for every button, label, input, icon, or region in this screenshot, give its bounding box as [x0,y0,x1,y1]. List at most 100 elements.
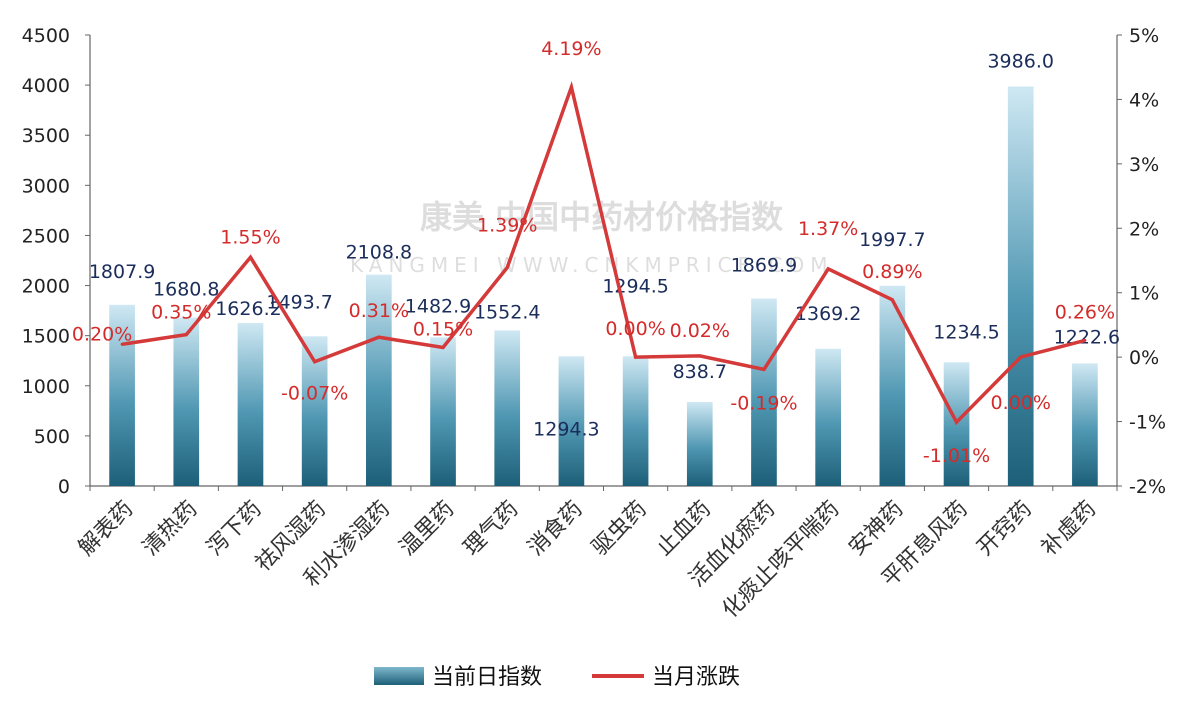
category-label: 止血药 [652,497,716,561]
y-left-tick-label: 3000 [22,175,70,197]
change-value-label: 0.35% [151,302,211,324]
change-point [184,333,188,337]
bar [430,337,456,486]
bar-value-label: 1869.9 [731,255,797,277]
change-point [1083,338,1087,342]
y-left-tick-label: 4500 [22,25,70,47]
y-right-tick-label: -2% [1129,476,1166,498]
pct-labels: 0.20% 0.35% 1.55% -0.07% 0.31%0.15% 1.39% 4.19… [72,38,1115,467]
bar-value-label: 1997.7 [859,229,925,251]
bar [686,401,713,486]
y-left-tick-label: 2000 [22,276,70,298]
change-value-label: 0.31% [349,300,409,322]
category-label: 解表药 [74,497,138,561]
y-left-tick-label: 1500 [22,326,70,348]
change-line [121,81,1086,426]
change-point [890,298,894,302]
bar-value-label: 1807.9 [89,261,155,283]
change-point [248,255,252,259]
change-point [698,354,702,358]
change-value-label: 0.00% [605,318,665,340]
y-left-tick-label: 1000 [22,376,70,398]
axes: 0 500 1000 1500 2000 2500 3000 3500 4000 4500 -2% -… [22,25,1166,498]
y-right-tick-label: 1% [1129,283,1159,305]
category-label: 消食药 [523,497,587,561]
bar [622,356,649,486]
y-left-tick-label: 500 [34,426,70,448]
y-left-tick-label: 4000 [22,75,70,97]
bar [558,356,585,486]
change-value-label: 0.89% [862,261,922,283]
change-value-label: 0.20% [72,323,132,345]
category-label: 温里药 [395,497,459,561]
change-value-label: 4.19% [541,38,601,60]
y-right-tick-label: 0% [1129,347,1159,369]
bar [1072,363,1098,486]
change-point [762,367,766,371]
bar-value-label: 1552.4 [474,301,540,323]
bar [815,348,841,486]
change-point [634,355,638,359]
change-value-label: 1.37% [798,218,858,240]
bar-value-label: 1626.2 [215,298,281,320]
change-point [826,267,830,271]
change-point [441,345,445,349]
category-label: 清热药 [138,497,202,561]
y-right-tick-label: 5% [1129,25,1159,47]
change-point [569,85,573,89]
category-label: 泻下药 [202,497,266,561]
change-value-label: 1.39% [477,215,537,237]
category-label: 补虚药 [1037,497,1101,561]
change-point [313,360,317,364]
y-left-tick-label: 3500 [22,125,70,147]
bar-value-label: 2108.8 [346,242,412,264]
bar [109,304,135,486]
change-line-layer [120,81,1087,426]
y-left-tick-label: 2500 [22,225,70,247]
bar [1007,86,1034,486]
category-label: 开窍药 [973,497,1037,561]
watermark-sub-text: KANGMEI WWW.CNKMPRICE.COM [350,253,834,277]
legend-bar-label: 当前日指数 [432,665,542,690]
change-value-label: -0.07% [281,383,348,405]
change-value-label: 0.00% [991,392,1051,414]
bar-value-label: 1294.5 [602,275,668,297]
change-point [377,335,381,339]
change-point [505,266,509,270]
bar-value-label: 3986.0 [987,51,1053,73]
bar-value-label: 1234.5 [933,321,999,343]
y-right-tick-label: -1% [1129,412,1166,434]
category-label: 驱虫药 [587,497,651,561]
legend-line-label: 当月涨跌 [652,665,740,690]
bar [494,330,521,486]
category-label: 化痰止咳平喘药 [718,497,845,624]
bar-value-label: 1369.2 [795,303,861,325]
change-value-label: -0.19% [730,392,797,414]
change-value-label: -1.01% [923,445,990,467]
y-right-tick-label: 3% [1129,154,1159,176]
legend: 当前日指数 当月涨跌 [374,665,740,690]
bar-value-label: 1482.9 [405,295,471,317]
category-label: 理气药 [459,497,523,561]
change-point [955,420,959,424]
change-point [1019,355,1023,359]
change-value-label: 0.15% [413,318,473,340]
bar [751,298,777,486]
y-right-tick-label: 4% [1129,89,1159,111]
category-label: 安神药 [844,497,908,561]
change-value-label: 0.26% [1055,301,1115,323]
change-value-label: 0.02% [670,320,730,342]
legend-bar-swatch [374,667,424,685]
bar [237,323,264,486]
watermark: 康美 中国中药材价格指数 KANGMEI WWW.CNKMPRICE.COM [350,198,834,277]
change-point [120,342,124,346]
bar [366,274,392,486]
y-left-tick-label: 0 [58,476,70,498]
bar [173,317,200,486]
bar-value-label: 1680.8 [153,279,219,301]
bar-value-label: 838.7 [673,361,727,383]
